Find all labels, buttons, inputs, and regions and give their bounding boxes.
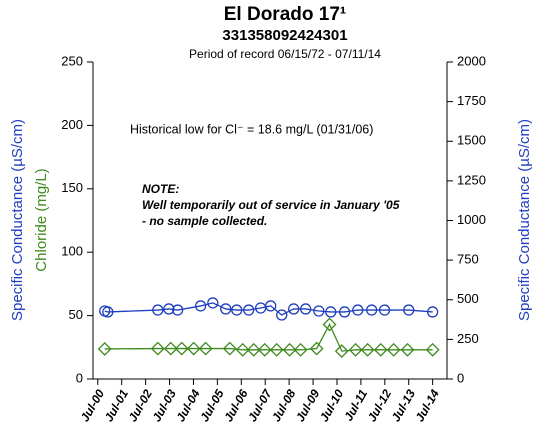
marker bbox=[386, 342, 401, 357]
y2-tick-label: 1000 bbox=[457, 212, 486, 227]
marker bbox=[403, 304, 415, 316]
marker bbox=[152, 304, 164, 316]
marker bbox=[186, 341, 201, 356]
marker bbox=[265, 300, 277, 312]
marker bbox=[222, 341, 237, 356]
marker bbox=[293, 342, 308, 357]
marker bbox=[198, 341, 213, 356]
y-tick-label: 200 bbox=[61, 117, 83, 132]
marker bbox=[299, 303, 312, 315]
marker bbox=[322, 317, 337, 332]
marker bbox=[269, 342, 284, 357]
marker bbox=[163, 303, 175, 315]
marker bbox=[400, 342, 415, 357]
y2-tick-label: 2000 bbox=[457, 53, 486, 68]
marker bbox=[309, 341, 324, 356]
marker bbox=[282, 342, 297, 357]
marker bbox=[373, 342, 388, 357]
y2-tick-label: 250 bbox=[457, 331, 479, 346]
marker bbox=[207, 297, 219, 309]
marker bbox=[352, 304, 364, 316]
marker bbox=[360, 342, 375, 357]
marker bbox=[97, 342, 112, 356]
marker bbox=[102, 306, 114, 318]
annotation: - no sample collected. bbox=[142, 214, 267, 228]
marker bbox=[235, 342, 250, 357]
marker bbox=[338, 306, 351, 318]
annotation: NOTE: bbox=[142, 182, 179, 196]
marker bbox=[174, 341, 189, 356]
marker bbox=[163, 341, 178, 356]
y2-tick-label: 0 bbox=[457, 370, 464, 385]
y-tick-label: 50 bbox=[69, 307, 83, 322]
period: Period of record 06/15/72 - 07/11/14 bbox=[189, 47, 381, 61]
y2-tick-label: 750 bbox=[457, 252, 479, 267]
marker bbox=[325, 306, 337, 318]
marker bbox=[348, 342, 363, 357]
marker bbox=[150, 341, 165, 356]
y-axis-label: Specific Conductance (µS/cm) bbox=[9, 119, 26, 321]
y-tick-label: 0 bbox=[76, 370, 83, 385]
marker bbox=[194, 300, 207, 312]
marker bbox=[220, 303, 232, 315]
marker bbox=[276, 309, 288, 321]
y2-axis-label: Specific Conductance (µS/cm) bbox=[516, 119, 533, 321]
marker bbox=[378, 304, 391, 316]
y-axis-label: Chloride (mg/L) bbox=[33, 168, 50, 271]
y2-tick-label: 500 bbox=[457, 291, 479, 306]
y-tick-label: 150 bbox=[61, 180, 83, 195]
marker bbox=[426, 306, 439, 318]
x-tick-label: Jul-14 bbox=[413, 387, 443, 424]
marker bbox=[243, 304, 255, 316]
marker bbox=[257, 342, 272, 357]
y2-tick-label: 1750 bbox=[457, 93, 486, 108]
marker bbox=[425, 342, 440, 357]
marker bbox=[334, 344, 349, 359]
marker bbox=[246, 342, 261, 357]
chart-subtitle: 331358092424301 bbox=[222, 27, 347, 44]
y-tick-label: 250 bbox=[61, 53, 83, 68]
marker bbox=[366, 304, 378, 316]
chart-title: El Dorado 17¹ bbox=[224, 4, 346, 25]
x-tick-label: Jul-10 bbox=[317, 387, 347, 424]
marker bbox=[231, 304, 243, 316]
y2-tick-label: 1250 bbox=[457, 172, 486, 187]
annotation: Well temporarily out of service in Janua… bbox=[142, 198, 400, 212]
y2-tick-label: 1500 bbox=[457, 133, 486, 148]
marker bbox=[288, 303, 300, 315]
annotation: Historical low for Cl⁻ = 18.6 mg/L (01/3… bbox=[130, 122, 373, 136]
marker bbox=[172, 304, 184, 316]
marker bbox=[313, 305, 325, 317]
y-tick-label: 100 bbox=[61, 244, 83, 259]
